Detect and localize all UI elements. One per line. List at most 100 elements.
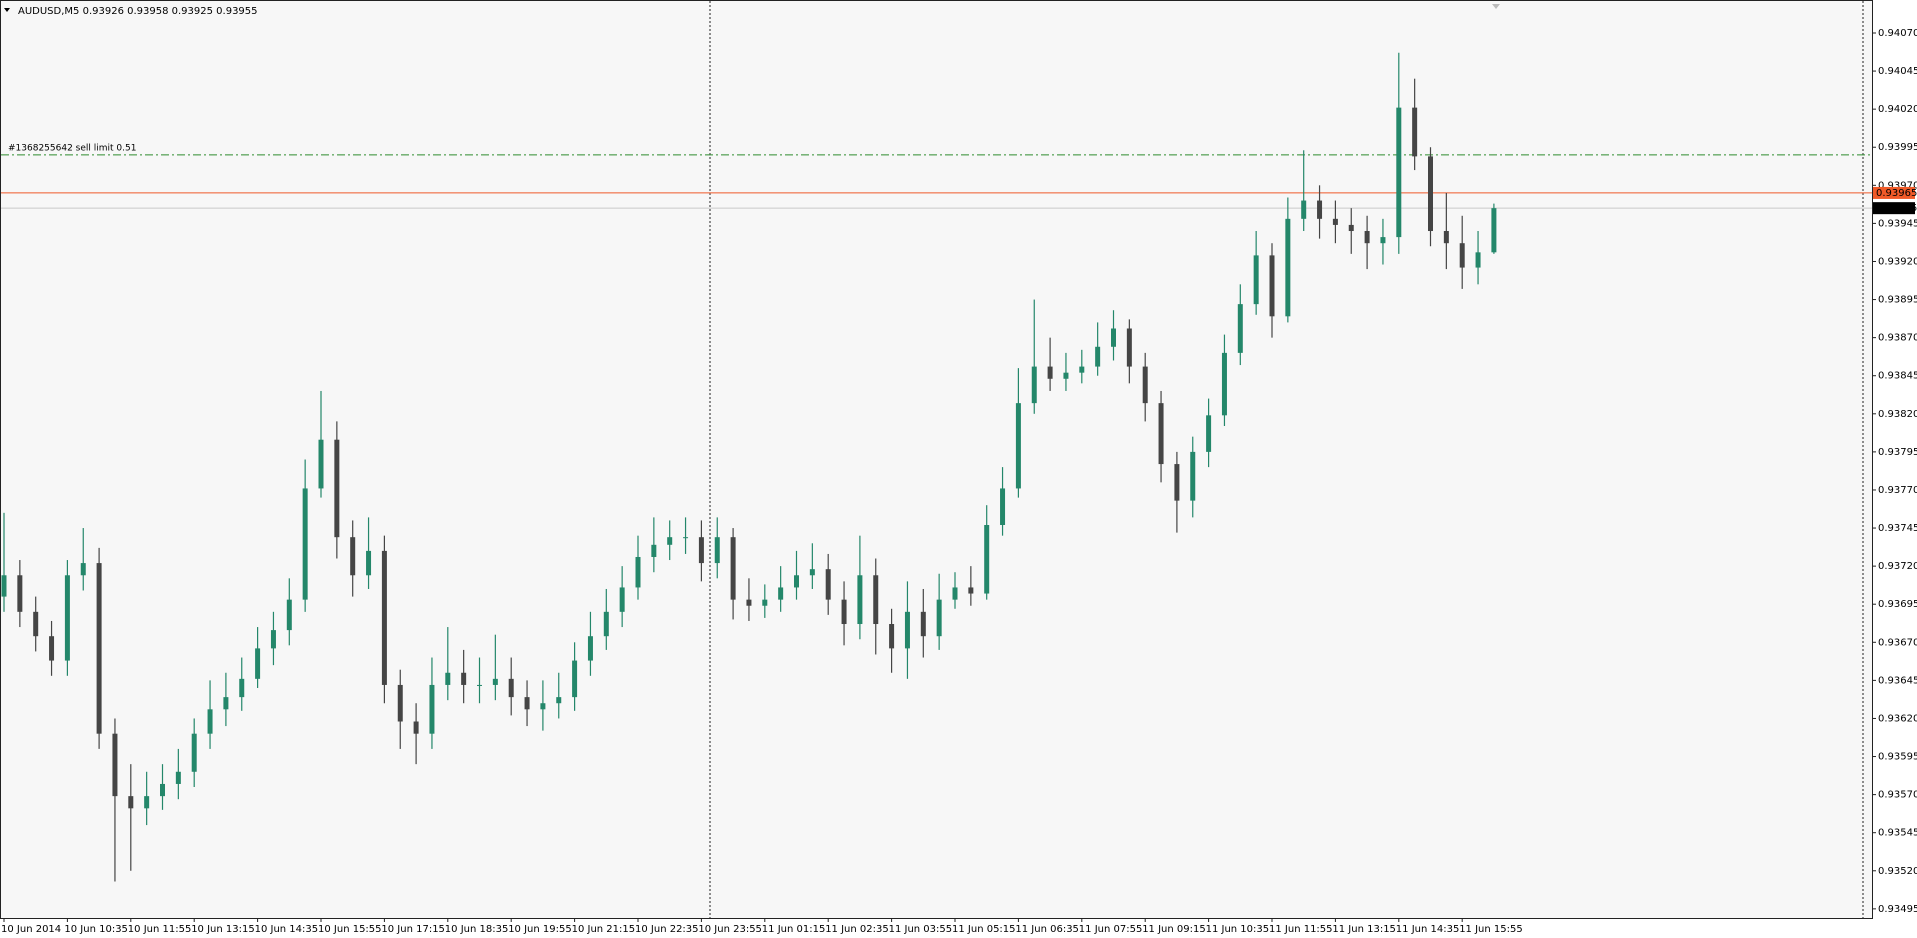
candle-body	[1000, 488, 1006, 525]
x-tick-label: 11 Jun 03:55	[889, 924, 953, 935]
x-tick-label: 10 Jun 10:35	[64, 924, 128, 935]
candle-body	[1285, 218, 1291, 317]
candle-body	[1269, 255, 1275, 317]
x-tick-label: 11 Jun 10:35	[1206, 924, 1270, 935]
candle-body	[540, 703, 546, 710]
candle-body	[1, 575, 7, 597]
y-tick-label: 0.93595	[1878, 752, 1917, 763]
y-tick-label: 0.94045	[1878, 66, 1917, 77]
chart-title: AUDUSD,M5 0.93926 0.93958 0.93925 0.9395…	[18, 6, 258, 17]
candle-body	[857, 575, 863, 625]
y-tick-label: 0.93970	[1878, 180, 1917, 191]
candle-body	[1142, 366, 1148, 404]
x-tick-label: 11 Jun 02:35	[825, 924, 889, 935]
candle-body	[1396, 107, 1402, 238]
y-tick-label: 0.93670	[1878, 637, 1917, 648]
candle-body	[572, 660, 578, 698]
candle-body	[1174, 464, 1180, 501]
candle-body	[1348, 224, 1354, 232]
candle-body	[1126, 328, 1132, 367]
candle-body	[96, 563, 102, 734]
candle-body	[175, 771, 181, 784]
y-tick-label: 0.93895	[1878, 295, 1917, 306]
candle-body	[334, 439, 340, 538]
candle-body	[1412, 107, 1418, 157]
menu-icon[interactable]	[4, 8, 10, 12]
y-tick-label: 0.94020	[1878, 104, 1917, 115]
candle-body	[587, 636, 593, 661]
candle-body	[1047, 366, 1053, 379]
x-tick-label: 10 Jun 13:15	[191, 924, 255, 935]
candle-body	[1190, 451, 1196, 501]
x-tick-label: 10 Jun 2014	[1, 924, 61, 935]
ask-label: 0.93965	[1876, 188, 1917, 199]
y-tick-label: 0.93745	[1878, 523, 1917, 534]
candle-body	[223, 697, 229, 710]
x-tick-label: 10 Jun 18:35	[445, 924, 509, 935]
y-tick-label: 0.93920	[1878, 256, 1917, 267]
candle-body	[714, 537, 720, 564]
candle-body	[1237, 304, 1243, 353]
bid-label: 0.93955	[1876, 203, 1917, 214]
x-tick-label: 11 Jun 01:15	[762, 924, 826, 935]
candle-body	[1111, 328, 1116, 347]
candle-body	[1332, 218, 1338, 225]
candle-body	[968, 587, 974, 594]
x-tick-label: 11 Jun 11:55	[1269, 924, 1333, 935]
candle-body	[64, 575, 70, 661]
y-tick-label: 0.93695	[1878, 599, 1917, 610]
candle-body	[920, 611, 926, 637]
candle-body	[730, 537, 736, 600]
candle-body	[302, 488, 308, 600]
candle-body	[350, 537, 356, 576]
candle-body	[160, 783, 165, 797]
y-tick-label: 0.93545	[1878, 828, 1917, 839]
candle-body	[904, 611, 910, 649]
y-tick-label: 0.93570	[1878, 790, 1917, 801]
candle-body	[144, 796, 150, 809]
candle-body	[1253, 255, 1259, 305]
candle-body	[17, 575, 23, 612]
candle-body	[1475, 252, 1481, 268]
y-tick-label: 0.94070	[1878, 28, 1917, 39]
candle-body	[1206, 415, 1212, 452]
y-tick-label: 0.93770	[1878, 485, 1917, 496]
x-tick-label: 11 Jun 15:55	[1459, 924, 1523, 935]
x-tick-label: 11 Jun 07:55	[1079, 924, 1143, 935]
candle-body	[825, 569, 831, 600]
candle-body	[128, 796, 134, 809]
order-label: #1368255642 sell limit 0.51	[8, 143, 136, 153]
candle-body	[936, 599, 942, 637]
y-tick-label: 0.93495	[1878, 904, 1917, 915]
candle-body	[1380, 237, 1386, 244]
candle-body	[762, 599, 768, 606]
candle-body	[746, 599, 752, 606]
candle-body	[366, 550, 372, 576]
candle-body	[1015, 403, 1021, 489]
candle-body	[603, 611, 609, 637]
y-tick-label: 0.93620	[1878, 713, 1917, 724]
candle-body	[461, 672, 467, 685]
candle-body	[49, 636, 55, 661]
y-tick-label: 0.93945	[1878, 218, 1917, 229]
y-tick-label: 0.93995	[1878, 142, 1917, 153]
candle-body	[112, 733, 118, 797]
x-tick-label: 11 Jun 14:35	[1396, 924, 1460, 935]
y-tick-label: 0.93720	[1878, 561, 1917, 572]
candle-body	[1428, 156, 1433, 232]
candle-body	[556, 697, 562, 704]
candle-body	[698, 537, 704, 564]
candle-body	[1364, 231, 1370, 244]
x-tick-label: 10 Jun 17:15	[381, 924, 445, 935]
candle-body	[778, 587, 784, 600]
x-tick-label: 10 Jun 21:15	[572, 924, 636, 935]
y-tick-label: 0.93795	[1878, 447, 1917, 458]
candle-body	[667, 537, 673, 545]
candle-body	[413, 721, 419, 734]
candle-body	[477, 684, 482, 686]
x-tick-label: 11 Jun 09:15	[1142, 924, 1206, 935]
candle-body	[635, 556, 641, 588]
candle-body	[381, 550, 387, 685]
